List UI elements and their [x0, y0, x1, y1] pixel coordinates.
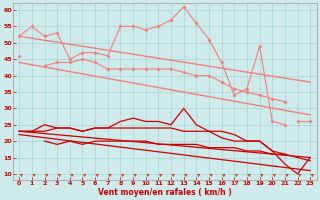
X-axis label: Vent moyen/en rafales ( km/h ): Vent moyen/en rafales ( km/h )	[98, 188, 232, 197]
